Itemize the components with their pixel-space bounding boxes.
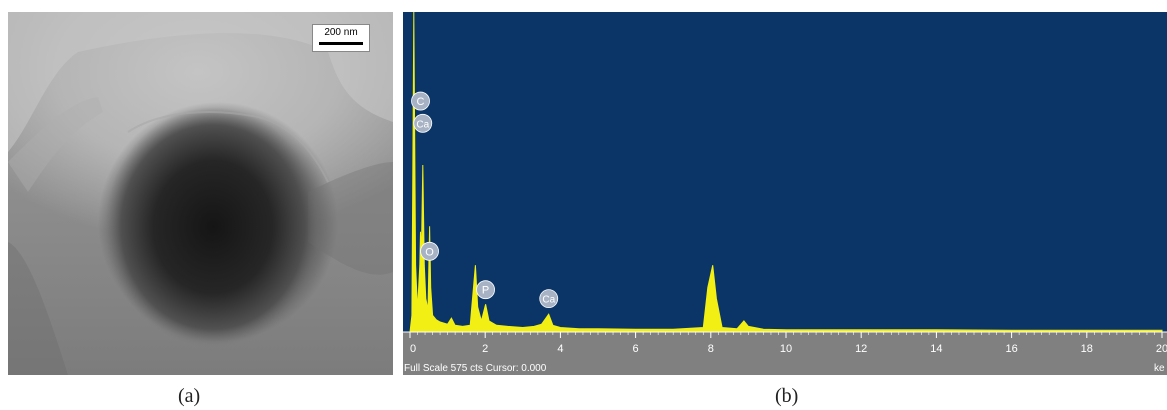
scale-bar (319, 42, 363, 45)
film-edge-right (308, 162, 393, 275)
peak-marker-label: P (482, 285, 489, 297)
peak-marker (413, 113, 433, 133)
x-tick-label: 6 (633, 343, 639, 355)
peak-marker-label: Ca (542, 295, 555, 306)
peak-marker (476, 280, 495, 300)
scale-bar-label: 200 nm (324, 27, 358, 38)
film-edge-lower-left (8, 242, 68, 375)
particle (105, 107, 321, 347)
tem-image: 200 nm (8, 12, 393, 375)
film-edge-left (8, 97, 103, 192)
panel-b-label: (b) (775, 385, 799, 407)
x-tick-label: 4 (557, 343, 563, 355)
eds-spectrum-panel: 0 2 4 6 8 10 12 14 16 18 20 C Ca O P Ca Full Scale 575… (403, 12, 1167, 375)
peak-marker-label: C (417, 96, 425, 108)
tick-layer: 0 2 4 6 8 10 12 14 16 18 20 (409, 332, 1167, 355)
x-tick-label: 12 (855, 343, 867, 355)
axis-band (403, 332, 1167, 375)
spectrum-layer (409, 12, 1163, 333)
plot-background (403, 12, 1167, 332)
scale-bar-box: 200 nm (312, 24, 370, 52)
peak-marker-layer: C Ca O P Ca (411, 91, 559, 309)
x-tick-label: 16 (1005, 343, 1017, 355)
peak-marker-label: O (425, 246, 434, 258)
peak-marker-label: Ca (416, 119, 429, 130)
x-tick-label: 0 (410, 343, 416, 355)
x-tick-label: 2 (482, 343, 488, 355)
x-tick-label: 14 (930, 343, 942, 355)
eds-chart: 0 2 4 6 8 10 12 14 16 18 20 C Ca O P Ca Full Scale 575… (403, 12, 1167, 375)
particle-rim (127, 111, 329, 183)
panel-a-label: (a) (178, 385, 201, 407)
peak-marker (420, 241, 439, 261)
x-unit-label: ke (1154, 363, 1165, 374)
spectrum-series (409, 12, 1163, 333)
peak-marker (411, 91, 430, 111)
status-readout: Full Scale 575 cts Cursor: 0.000 (404, 363, 547, 374)
peak-marker (539, 289, 559, 309)
x-tick-label: 18 (1081, 343, 1093, 355)
x-tick-label: 20 (1156, 343, 1167, 355)
x-tick-label: 8 (708, 343, 714, 355)
x-tick-label: 10 (780, 343, 792, 355)
tem-texture (8, 12, 393, 375)
